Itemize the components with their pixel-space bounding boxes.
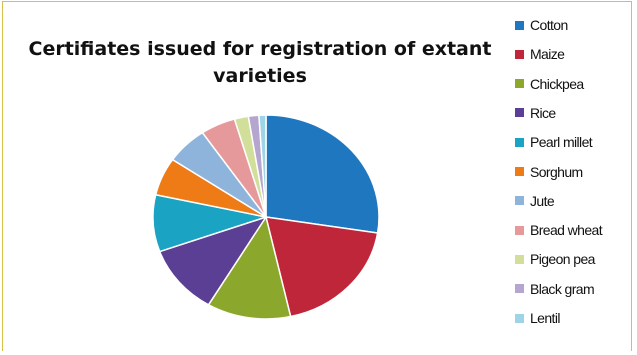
pie-slice-rice: [158, 216, 267, 306]
legend-swatch: [515, 284, 524, 294]
legend-swatch: [515, 20, 524, 30]
legend-label: Cotton: [530, 17, 568, 33]
legend-label: Chickpea: [530, 75, 584, 92]
legend-item-chickpea: Chickpea: [515, 74, 584, 94]
legend-swatch: [515, 108, 524, 118]
legend-item-lentil: Lentil: [515, 308, 560, 328]
legend-label: Pigeon pea: [530, 251, 595, 268]
pie-slice-chickpea: [207, 216, 292, 320]
legend-label: Maize: [530, 46, 565, 63]
legend-label: Bread wheat: [530, 222, 603, 239]
legend-swatch: [515, 137, 524, 147]
legend-item-cotton: Cotton: [515, 15, 568, 35]
legend-label: Lentil: [530, 310, 560, 326]
legend-swatch: [515, 167, 524, 176]
pie-slice-lentil: [258, 114, 267, 218]
legend-swatch: [515, 79, 524, 89]
legend-item-jute: Jute: [515, 191, 555, 211]
legend-item-bread-wheat: Bread wheat: [515, 220, 603, 240]
legend-item-rice: Rice: [515, 103, 556, 123]
legend-label: Jute: [530, 192, 555, 209]
legend-item-pearl-millet: Pearl millet: [515, 132, 593, 152]
legend-swatch: [515, 254, 524, 264]
legend-item-sorghum: Sorghum: [515, 162, 583, 182]
legend-swatch: [515, 225, 524, 235]
legend-item-black-gram: Black gram: [515, 279, 595, 299]
legend-swatch: [515, 313, 524, 323]
legend-label: Pearl millet: [530, 134, 593, 151]
pie-slice-cotton: [265, 114, 380, 234]
legend-label: Sorghum: [530, 163, 583, 180]
pie-slice-maize: [265, 216, 379, 318]
chart-title: Certifiates issued for registration of e…: [28, 38, 492, 87]
legend-label: Rice: [530, 104, 556, 121]
legend-item-maize: Maize: [515, 44, 565, 64]
legend-swatch: [515, 196, 524, 206]
legend-label: Black gram: [530, 280, 595, 297]
legend-item-pigeon-pea: Pigeon pea: [515, 249, 595, 269]
chart-frame: [2, 1, 632, 351]
legend-swatch: [515, 49, 524, 59]
